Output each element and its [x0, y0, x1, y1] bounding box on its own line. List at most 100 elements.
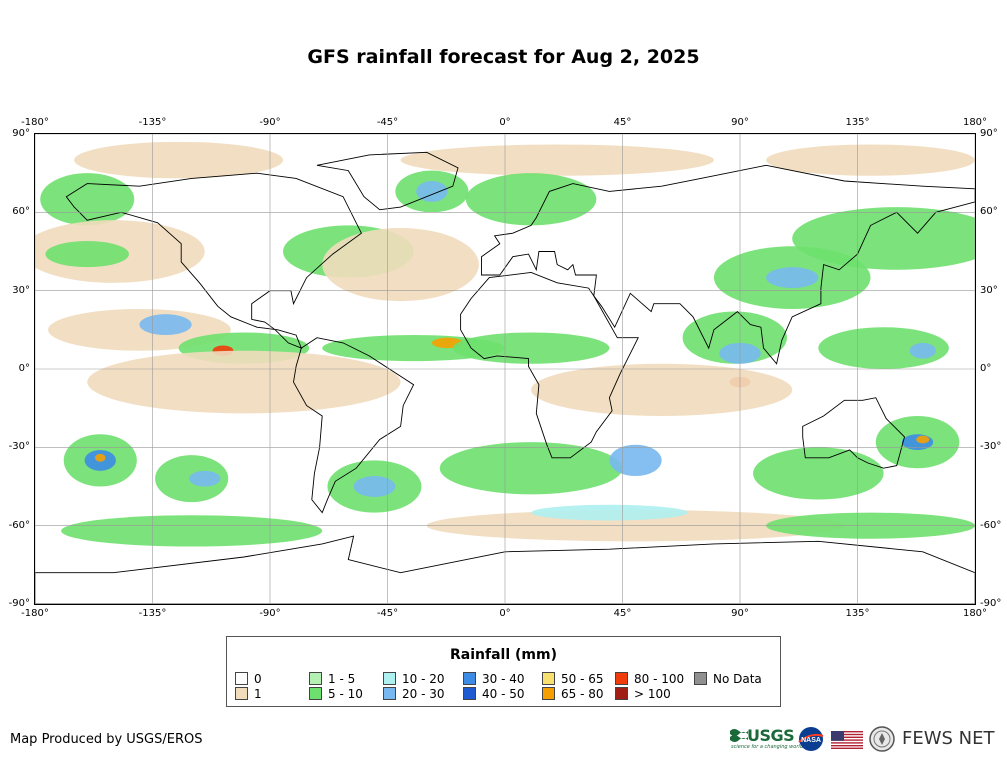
- rain-region: [400, 144, 714, 176]
- legend-swatch: [309, 672, 322, 685]
- rain-region: [189, 470, 221, 487]
- legend-swatch: [615, 672, 628, 685]
- legend-label: 30 - 40: [482, 672, 525, 686]
- legend-label: 0: [254, 672, 262, 686]
- lat-tick-label-left: 90°: [12, 128, 30, 139]
- legend-label: No Data: [713, 672, 762, 686]
- lat-tick-label-right: -30°: [980, 441, 1002, 453]
- legend-swatch: [383, 672, 396, 685]
- rain-region: [465, 173, 597, 226]
- map-title: GFS rainfall forecast for Aug 2, 2025: [307, 46, 700, 68]
- lon-tick-label-bottom: -45°: [376, 608, 399, 619]
- legend-swatch: [615, 687, 628, 700]
- credit-text: Map Produced by USGS/EROS: [10, 732, 203, 747]
- lon-tick-label-bottom: -135°: [138, 608, 167, 619]
- lon-tick-label-top: 135°: [845, 117, 870, 128]
- lon-tick-label-bottom: 180°: [962, 608, 988, 619]
- us-flag-icon: [831, 731, 863, 749]
- legend-item: 50 - 65: [542, 672, 604, 686]
- rain-region: [439, 442, 623, 495]
- lat-tick-label-left: -60°: [8, 519, 30, 531]
- rain-region: [45, 241, 129, 268]
- lon-tick-label-top: 0°: [499, 117, 511, 128]
- legend-item: 40 - 50: [463, 687, 525, 701]
- rain-region: [766, 144, 975, 176]
- rain-region: [609, 444, 662, 477]
- lat-tick-label-right: -60°: [980, 519, 1002, 531]
- continent-outline: [316, 151, 459, 211]
- legend-label: 1 - 5: [328, 672, 356, 686]
- lon-tick-label-top: -45°: [376, 117, 399, 128]
- rain-region: [416, 181, 448, 202]
- rain-region: [74, 141, 284, 179]
- legend-label: 1: [254, 687, 262, 701]
- lat-tick-label-left: -30°: [8, 441, 30, 453]
- legend-item: > 100: [615, 687, 671, 701]
- nasa-logo-icon: NASA: [798, 727, 824, 751]
- nasa-text: NASA: [801, 737, 821, 744]
- lat-tick-label-right: 0°: [980, 363, 992, 374]
- rain-region: [818, 327, 949, 369]
- rain-region: [40, 173, 135, 226]
- rain-region: [322, 228, 479, 302]
- legend-label: 40 - 50: [482, 687, 525, 701]
- continent-outline: [35, 535, 975, 604]
- lon-tick-label-top: 180°: [962, 117, 988, 128]
- legend-swatch: [235, 672, 248, 685]
- state-department-seal-icon: [869, 726, 895, 752]
- fews-net-logo-text: FEWS NET: [902, 728, 995, 749]
- rain-region: [87, 350, 401, 414]
- legend-swatch: [463, 672, 476, 685]
- legend-swatch: [694, 672, 707, 685]
- legend-swatch: [309, 687, 322, 700]
- rain-region: [61, 515, 323, 547]
- lon-tick-label-top: -90°: [259, 117, 281, 128]
- legend-item: 1 - 5: [309, 672, 355, 686]
- legend-item: 30 - 40: [463, 672, 525, 686]
- legend-label: 65 - 80: [561, 687, 604, 701]
- legend-label: 80 - 100: [634, 672, 685, 686]
- lat-tick-label-left: -90°: [8, 598, 30, 609]
- rain-region: [682, 311, 787, 364]
- legend-swatch: [542, 687, 555, 700]
- usgs-tagline: science for a changing world: [731, 744, 803, 750]
- legend-title: Rainfall (mm): [450, 647, 557, 663]
- legend-swatch: [235, 687, 248, 700]
- lon-tick-label-bottom: -180°: [21, 608, 49, 619]
- lon-tick-label-bottom: 90°: [731, 608, 749, 619]
- legend-swatch: [542, 672, 555, 685]
- lon-tick-label-top: 90°: [731, 117, 749, 128]
- legend-item: No Data: [694, 672, 762, 686]
- legend-item: 1: [235, 687, 262, 701]
- legend-swatch: [383, 687, 396, 700]
- usgs-wave-icon: [730, 729, 748, 742]
- legend-item: 0: [235, 672, 262, 686]
- legend-label: 20 - 30: [402, 687, 445, 701]
- lat-tick-label-right: -90°: [980, 598, 1002, 609]
- rain-region: [531, 363, 793, 416]
- rain-region: [916, 435, 930, 444]
- lon-tick-label-top: -135°: [138, 117, 167, 128]
- lat-tick-label-left: 60°: [12, 206, 30, 218]
- lon-tick-label-bottom: -90°: [259, 608, 281, 619]
- map-panel[interactable]: [34, 133, 976, 605]
- legend-label: 10 - 20: [402, 672, 445, 686]
- usgs-logo-text: USGS: [747, 726, 795, 745]
- lat-tick-label-right: 60°: [980, 206, 998, 218]
- rainfall-map[interactable]: [35, 134, 975, 604]
- lon-tick-label-bottom: 135°: [845, 608, 870, 619]
- continent-outline: [481, 164, 975, 365]
- rain-region: [353, 476, 396, 497]
- legend-item: 20 - 30: [383, 687, 445, 701]
- lon-tick-label-bottom: 0°: [499, 608, 511, 619]
- lat-tick-label-left: 0°: [18, 363, 30, 374]
- rain-region: [909, 342, 936, 359]
- legend-item: 5 - 10: [309, 687, 363, 701]
- rain-region: [95, 453, 106, 462]
- lon-tick-label-bottom: 45°: [613, 608, 632, 619]
- rain-region: [452, 332, 610, 364]
- continent-outline: [460, 271, 639, 459]
- rain-region: [531, 504, 688, 521]
- lat-tick-label-left: 30°: [12, 284, 30, 296]
- legend-item: 65 - 80: [542, 687, 604, 701]
